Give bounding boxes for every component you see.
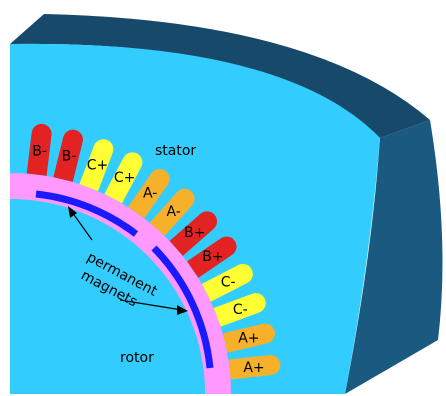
stator-outer-side	[345, 120, 443, 394]
arrow-to-lower-magnet	[119, 299, 183, 311]
stator-slot	[169, 211, 218, 256]
rotor-label: rotor	[120, 350, 154, 366]
slot-label: B+	[184, 225, 205, 241]
slot-label: B-	[32, 143, 47, 159]
stator-slot	[222, 323, 275, 353]
stator-slots: B- B-C+C+A-A-B+B+C-C-A+A+	[26, 123, 281, 380]
slot-label: B+	[202, 249, 223, 265]
stator-slot	[53, 129, 83, 182]
stator-slot	[26, 123, 52, 176]
slot-label: C+	[87, 158, 109, 174]
arrow-to-upper-magnet	[71, 211, 93, 241]
arrowhead-lower	[177, 305, 188, 315]
slot-label: A+	[238, 330, 259, 346]
stator-slot	[127, 168, 170, 219]
slot-label: B-	[62, 149, 77, 165]
stator-slot	[79, 139, 114, 192]
stator-slot	[228, 355, 281, 380]
arrowhead-upper	[68, 206, 77, 218]
stator-slot	[104, 152, 143, 204]
stator-slot	[213, 293, 266, 327]
permanent-magnet-lower	[151, 245, 214, 369]
slot-label: A-	[143, 185, 157, 201]
slot-label: C-	[221, 274, 236, 290]
slot-label: A+	[243, 360, 264, 376]
stator-slot	[201, 263, 253, 302]
stator-label: stator	[155, 143, 196, 159]
slot-label: C-	[233, 302, 248, 318]
slot-label: A-	[166, 204, 180, 220]
air-gap-band	[10, 173, 231, 394]
stator-slot	[187, 236, 237, 278]
stator-top-side	[10, 14, 430, 138]
permanent-magnet-upper	[35, 190, 139, 237]
stator-slot	[149, 188, 195, 236]
slot-label: C+	[114, 170, 136, 186]
rotor-face	[10, 199, 205, 394]
